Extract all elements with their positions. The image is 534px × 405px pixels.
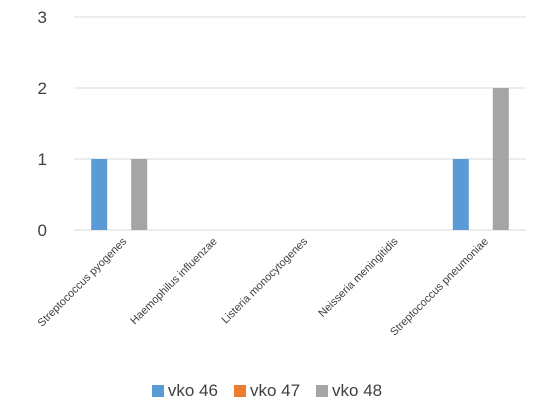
gridlines — [74, 16, 526, 160]
legend-label-vko-47: vko 47 — [249, 381, 301, 400]
y-tick-label: 2 — [38, 79, 47, 98]
legend: vko 46 vko 47 vko 48 — [0, 380, 534, 402]
bar-vko-46-0 — [91, 159, 108, 230]
legend-item-vko-47: vko 47 — [233, 381, 301, 401]
bar-vko-46-4 — [452, 159, 469, 230]
bars — [91, 88, 509, 230]
legend-swatch-vko-48 — [316, 385, 329, 397]
legend-swatch-vko-47 — [233, 385, 246, 397]
bar-vko-48-4 — [492, 88, 509, 230]
y-tick-label: 1 — [38, 150, 47, 169]
legend-label-vko-48: vko 48 — [332, 381, 383, 400]
legend-item-vko-46: vko 46 — [151, 381, 218, 401]
y-axis-ticks: 0 1 2 3 — [38, 8, 47, 240]
category-label: Streptococcus pyogenes — [36, 235, 130, 329]
category-label: Haemophilus influenzae — [128, 236, 220, 328]
y-tick-label: 0 — [38, 221, 47, 240]
category-label: Streptococcus pneumoniae — [388, 236, 491, 339]
category-label: Listeria monocytogenes — [219, 235, 310, 326]
bar-vko-48-0 — [131, 159, 148, 230]
legend-item-vko-48: vko 48 — [316, 381, 382, 401]
legend-label-vko-46: vko 46 — [167, 381, 218, 400]
y-tick-label: 3 — [38, 8, 47, 27]
category-label: Neisseria meningitidis — [316, 235, 400, 319]
legend-swatch-vko-46 — [151, 385, 164, 397]
